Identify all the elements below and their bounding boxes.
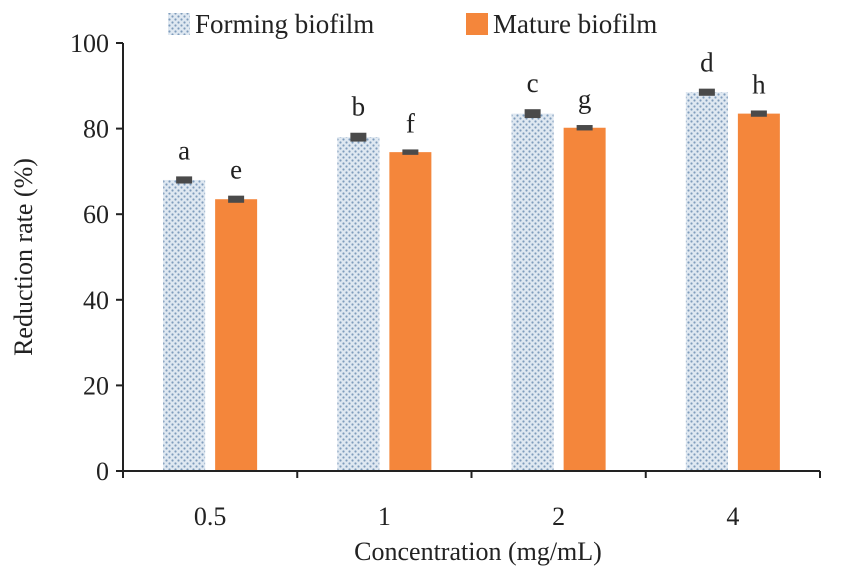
legend-label-mature-biofilm: Mature biofilm <box>493 9 657 39</box>
significance-label: b <box>352 92 366 122</box>
y-axis-label: Reduction rate (%) <box>9 158 38 356</box>
error-bar-cap <box>350 132 367 142</box>
y-tick-label: 20 <box>83 371 109 400</box>
significance-label: d <box>700 48 714 78</box>
bar <box>511 113 554 472</box>
bar <box>685 92 728 471</box>
x-tick-label: 0.5 <box>194 502 227 531</box>
y-tick-label: 40 <box>83 286 109 315</box>
x-tick-label: 2 <box>552 502 565 531</box>
bar <box>563 127 606 471</box>
error-bar-cap <box>524 109 541 119</box>
bar <box>163 179 206 471</box>
error-bar-cap <box>228 195 245 203</box>
significance-label: c <box>527 68 539 98</box>
error-bar-cap <box>402 149 419 155</box>
significance-label: f <box>406 108 415 138</box>
x-axis-label: Concentration (mg/mL) <box>354 537 602 566</box>
bar <box>215 199 258 471</box>
x-tick-label: 1 <box>378 502 391 531</box>
legend: Forming biofilm Mature biofilm <box>168 9 657 39</box>
error-bar-cap <box>576 125 593 131</box>
significance-label: g <box>578 84 592 114</box>
bar <box>737 113 780 472</box>
error-bar-cap <box>750 110 767 117</box>
significance-label: e <box>230 155 242 185</box>
legend-swatch-forming-biofilm <box>168 13 190 35</box>
x-tick-label: 4 <box>726 502 739 531</box>
bar <box>389 152 432 471</box>
y-tick-label: 60 <box>83 200 109 229</box>
legend-label-forming-biofilm: Forming biofilm <box>195 9 374 39</box>
plot-area: 0 20 40 60 80 100 0.5 1 2 4 a b c d e f g h <box>70 29 821 531</box>
legend-swatch-mature-biofilm <box>466 13 488 35</box>
error-bar-cap <box>176 176 193 184</box>
significance-label: h <box>752 69 766 99</box>
y-tick-label: 100 <box>70 29 109 58</box>
bar <box>337 137 380 471</box>
error-bar-cap <box>698 88 715 96</box>
significance-label: a <box>178 135 190 165</box>
y-tick-label: 80 <box>83 115 109 144</box>
y-tick-label: 0 <box>96 457 109 486</box>
